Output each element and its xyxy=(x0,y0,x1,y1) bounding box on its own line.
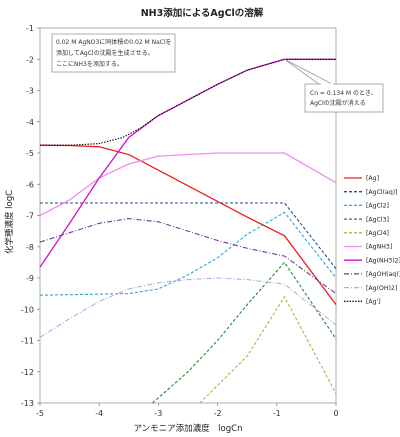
x-tick-label: -1 xyxy=(273,409,281,418)
plot-area xyxy=(39,27,337,404)
legend-label: [AgNH3] xyxy=(366,244,392,251)
x-tick-label: 0 xyxy=(333,409,338,418)
note-box xyxy=(51,33,176,73)
annotations: 0.02 M AgNO3に同体積の0.02 M NaClを添加してAgClの沈殿… xyxy=(51,33,384,113)
callout-text: Cn = 0.134 M のとき、 xyxy=(310,90,377,97)
callout-box xyxy=(304,83,384,113)
series-line xyxy=(39,277,337,338)
y-axis-label: 化学種濃度 logC xyxy=(4,190,15,254)
legend-label: [AgOH(aq)] xyxy=(366,271,400,278)
legend-label: [AgCl3] xyxy=(366,216,389,223)
legend-label: [Ag(NH3)2] xyxy=(366,257,400,264)
y-tick-label: -8 xyxy=(26,243,34,252)
x-tick-label: -3 xyxy=(154,409,162,418)
series-layer xyxy=(39,58,337,404)
y-tick-label: -9 xyxy=(26,274,34,283)
series-line xyxy=(40,202,337,269)
plot-frame xyxy=(39,27,337,404)
legend-label: [Ag(OH)2] xyxy=(366,285,397,292)
note-text: 0.02 M AgNO3に同体積の0.02 M NaClを xyxy=(56,38,172,46)
y-tick-label: -6 xyxy=(26,180,34,189)
series-line xyxy=(40,58,336,146)
legend-label: [Ag'] xyxy=(366,299,381,306)
y-tick-label: -3 xyxy=(26,87,34,96)
note-text: ここにNH3を添加する。 xyxy=(56,60,123,68)
callout-text: AgClの沈殿が消える xyxy=(310,99,366,107)
y-tick-label: -4 xyxy=(26,118,34,127)
y-tick-label: -1 xyxy=(26,24,34,33)
y-tick-label: -5 xyxy=(26,149,34,158)
legend-label: [AgCl(aq)] xyxy=(366,189,398,196)
x-axis-label: アンモニア添加濃度 logCn xyxy=(134,423,243,434)
y-tick-label: -10 xyxy=(21,305,34,314)
y-tick-label: -12 xyxy=(21,368,34,377)
note-text: 添加してAgClの沈殿を生成させる。 xyxy=(56,49,154,57)
series-line xyxy=(39,152,337,217)
x-tick-label: -2 xyxy=(214,409,222,418)
legend: [Ag] [AgCl(aq)] [AgCl2] [AgCl3] [AgCl4] [AgNH… xyxy=(344,175,400,306)
y-tick-label: -2 xyxy=(26,55,34,64)
series-line xyxy=(199,295,337,404)
series-line xyxy=(39,144,337,305)
legend-label: [AgCl4] xyxy=(366,230,389,237)
legend-label: [AgCl2] xyxy=(366,203,389,210)
x-axis: -5 -4 -3 -2 -1 0 xyxy=(36,403,339,418)
legend-label: [Ag] xyxy=(366,175,379,182)
series-line xyxy=(39,218,337,295)
y-axis: -1 -2 -3 -4 -5 -6 -7 -8 -9 -10 -11 -12 -13 xyxy=(21,24,40,408)
x-tick-label: -5 xyxy=(36,409,44,418)
x-tick-label: -4 xyxy=(95,409,103,418)
chart-title: NH3添加によるAgClの溶解 xyxy=(141,7,264,19)
y-tick-label: -7 xyxy=(26,212,34,221)
y-tick-label: -13 xyxy=(21,399,34,408)
y-tick-label: -11 xyxy=(21,337,34,346)
